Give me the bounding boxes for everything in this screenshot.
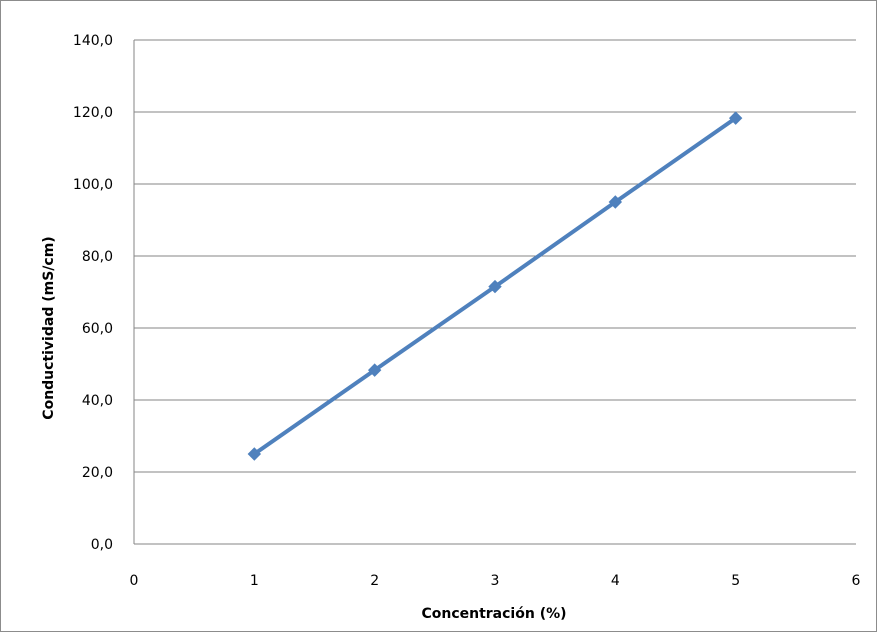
data-point-marker bbox=[367, 363, 382, 377]
x-tick-label: 6 bbox=[852, 573, 861, 589]
x-tick-label: 2 bbox=[370, 573, 379, 589]
data-point-marker bbox=[488, 279, 502, 294]
y-tick-label: 80,0 bbox=[82, 249, 113, 265]
axes bbox=[133, 40, 856, 545]
x-tick-labels: 0 1 2 3 4 5 6 bbox=[130, 573, 861, 589]
series-layer bbox=[247, 111, 743, 461]
gridlines bbox=[134, 39, 856, 473]
y-tick-label: 0,0 bbox=[91, 537, 113, 553]
x-tick-label: 0 bbox=[130, 573, 139, 589]
data-point-marker bbox=[247, 447, 262, 461]
data-point-marker bbox=[728, 111, 743, 125]
y-tick-label: 100,0 bbox=[73, 177, 113, 193]
y-tick-label: 60,0 bbox=[82, 321, 113, 337]
y-tick-label: 140,0 bbox=[73, 33, 113, 49]
y-tick-label: 20,0 bbox=[82, 465, 113, 481]
y-axis-title: Conductividad (mS/cm) bbox=[41, 236, 57, 419]
x-tick-label: 4 bbox=[611, 573, 620, 589]
data-point-marker bbox=[608, 195, 623, 209]
y-tick-label: 120,0 bbox=[73, 105, 113, 121]
y-tick-label: 40,0 bbox=[82, 393, 113, 409]
x-tick-label: 1 bbox=[250, 573, 259, 589]
x-axis-title: Concentración (%) bbox=[421, 606, 566, 622]
y-tick-labels: 0,0 20,0 40,0 60,0 80,0 100,0 120,0 140,0 bbox=[73, 33, 113, 553]
x-tick-label: 3 bbox=[491, 573, 500, 589]
x-tick-label: 5 bbox=[731, 573, 740, 589]
